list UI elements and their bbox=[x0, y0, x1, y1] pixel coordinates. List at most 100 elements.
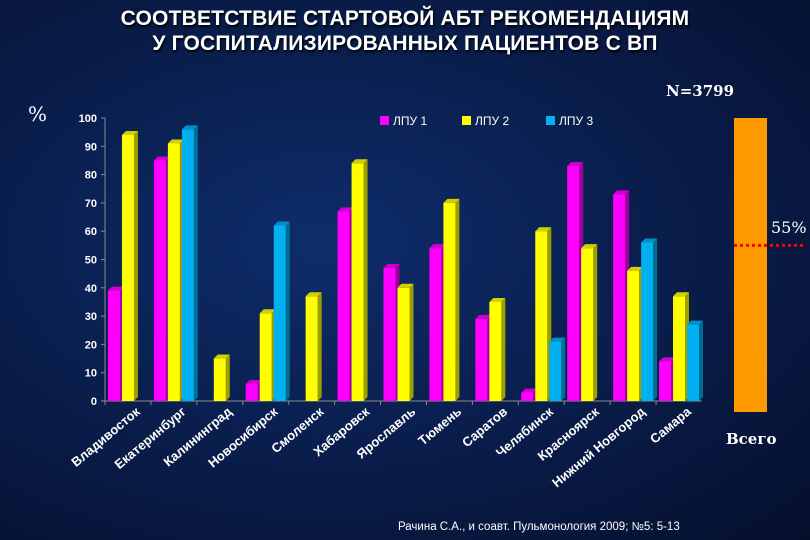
bar-2-5 bbox=[305, 296, 318, 401]
bar-1-11 bbox=[567, 166, 580, 401]
y-axis-label: % bbox=[28, 102, 48, 126]
bar-3-2 bbox=[181, 129, 194, 401]
bar-top bbox=[581, 244, 598, 249]
bar-top bbox=[167, 139, 184, 144]
y-tick-label: 80 bbox=[85, 170, 97, 182]
y-tick-label: 90 bbox=[85, 141, 97, 153]
bar-1-9 bbox=[475, 318, 488, 401]
bar-3-4 bbox=[273, 225, 286, 401]
total-bar bbox=[734, 118, 767, 412]
legend-swatch-2 bbox=[462, 116, 471, 125]
bar-side bbox=[501, 297, 506, 401]
bar-top bbox=[613, 190, 630, 195]
bar-side bbox=[699, 320, 704, 401]
bar-1-7 bbox=[383, 267, 396, 401]
bar-top bbox=[627, 266, 644, 271]
bar-1-10 bbox=[521, 392, 534, 401]
bar-top bbox=[535, 227, 552, 232]
bar-top bbox=[245, 380, 262, 385]
bar-top bbox=[383, 263, 400, 268]
y-tick-label: 70 bbox=[85, 198, 97, 210]
bar-top bbox=[549, 337, 566, 342]
bar-side bbox=[363, 159, 368, 401]
bar-top bbox=[153, 156, 170, 161]
legend-swatch-1 bbox=[380, 116, 389, 125]
bar-3-13 bbox=[687, 324, 700, 401]
y-tick-label: 40 bbox=[85, 283, 97, 295]
bar-1-12 bbox=[613, 194, 626, 401]
bar-top bbox=[121, 130, 138, 135]
bar-side bbox=[317, 292, 322, 401]
y-tick-label: 30 bbox=[85, 311, 97, 323]
bar-2-12 bbox=[627, 270, 640, 401]
legend-swatch-3 bbox=[546, 116, 555, 125]
bar-side bbox=[653, 238, 658, 401]
bar-top bbox=[181, 125, 198, 130]
bar-2-11 bbox=[581, 248, 594, 401]
bar-side bbox=[561, 337, 566, 401]
bar-side bbox=[593, 244, 598, 401]
bar-2-9 bbox=[489, 301, 502, 401]
bar-1-1 bbox=[107, 290, 120, 401]
bar-2-8 bbox=[443, 202, 456, 401]
bar-side bbox=[409, 283, 414, 401]
bar-side bbox=[193, 125, 198, 401]
title-line-2: У ГОСПИТАЛИЗИРОВАННЫХ ПАЦИЕНТОВ С ВП bbox=[152, 32, 658, 55]
y-tick-label: 50 bbox=[85, 255, 97, 267]
bar-1-6 bbox=[337, 211, 350, 401]
x-tick-label: Самара bbox=[647, 403, 694, 446]
y-tick-label: 0 bbox=[91, 396, 97, 408]
bar-2-6 bbox=[351, 163, 364, 401]
sample-size-label: N=3799 bbox=[666, 82, 735, 100]
bar-3-10 bbox=[549, 341, 562, 401]
bar-2-10 bbox=[535, 231, 548, 401]
bar-2-7 bbox=[397, 287, 410, 401]
y-tick-label: 60 bbox=[85, 226, 97, 238]
bar-1-2 bbox=[153, 160, 166, 401]
legend-label-2: ЛПУ 2 bbox=[475, 114, 509, 128]
bar-top bbox=[673, 292, 690, 297]
bar-top bbox=[567, 162, 584, 167]
bar-1-13 bbox=[659, 361, 672, 401]
y-tick-label: 20 bbox=[85, 339, 97, 351]
bar-side bbox=[285, 221, 290, 401]
bar-top bbox=[443, 198, 460, 203]
bar-top bbox=[521, 388, 538, 393]
bar-top bbox=[489, 297, 506, 302]
bar-top bbox=[107, 286, 124, 291]
bar-top bbox=[397, 283, 414, 288]
bar-2-2 bbox=[167, 143, 180, 401]
bar-1-4 bbox=[245, 384, 258, 401]
y-tick-label: 10 bbox=[85, 368, 97, 380]
y-tick-label: 100 bbox=[79, 113, 97, 125]
bar-side bbox=[133, 130, 138, 402]
bar-top bbox=[305, 292, 322, 297]
total-percent-label: 55% bbox=[771, 218, 807, 237]
bar-3-12 bbox=[641, 242, 654, 401]
x-tick-label: Тюмень bbox=[415, 404, 464, 449]
bar-top bbox=[429, 244, 446, 249]
page-title: СООТВЕТСТВИЕ СТАРТОВОЙ АБТ РЕКОМЕНДАЦИЯМ… bbox=[0, 6, 810, 56]
bar-1-8 bbox=[429, 248, 442, 401]
bar-2-4 bbox=[259, 313, 272, 401]
bar-2-13 bbox=[673, 296, 686, 401]
bar-side bbox=[225, 354, 230, 401]
bar-2-3 bbox=[213, 358, 226, 401]
bar-top bbox=[687, 320, 704, 325]
legend-label-3: ЛПУ 3 bbox=[559, 114, 593, 128]
bar-top bbox=[259, 309, 276, 314]
bar-top bbox=[475, 314, 492, 319]
bar-top bbox=[273, 221, 290, 226]
bar-top bbox=[351, 159, 368, 164]
bar-top bbox=[659, 357, 676, 362]
bar-side bbox=[455, 198, 460, 401]
total-label: Всего bbox=[726, 430, 777, 448]
title-line-1: СООТВЕТСТВИЕ СТАРТОВОЙ АБТ РЕКОМЕНДАЦИЯМ bbox=[120, 7, 690, 30]
bar-top bbox=[337, 207, 354, 212]
source-citation: Рачина С.А., и соавт. Пульмонология 2009… bbox=[398, 521, 680, 533]
bar-top bbox=[641, 238, 658, 243]
legend-label-1: ЛПУ 1 bbox=[393, 114, 427, 128]
bar-2-1 bbox=[121, 134, 134, 402]
bar-top bbox=[213, 354, 230, 359]
